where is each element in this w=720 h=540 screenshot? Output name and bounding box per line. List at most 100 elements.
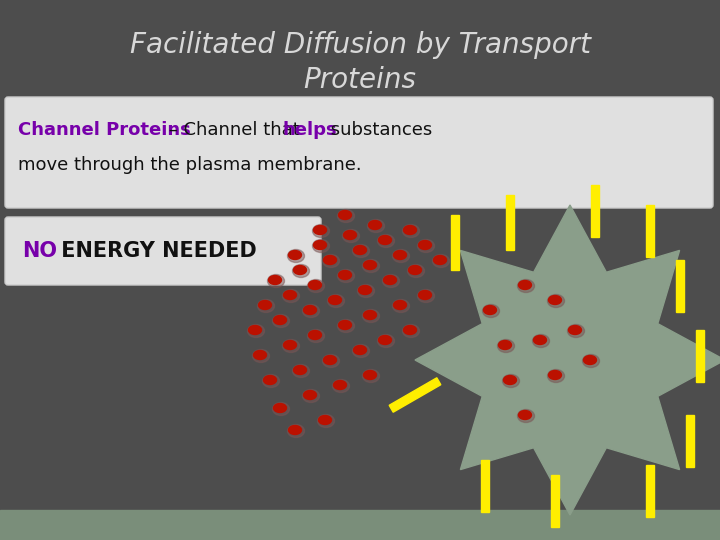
Ellipse shape	[248, 325, 264, 338]
Ellipse shape	[292, 364, 310, 377]
Bar	[0, 510, 720, 540]
Text: ENERGY NEEDED: ENERGY NEEDED	[54, 241, 257, 261]
Text: move through the plasma membrane.: move through the plasma membrane.	[18, 156, 361, 174]
Ellipse shape	[498, 340, 515, 353]
Ellipse shape	[433, 255, 446, 265]
Ellipse shape	[364, 370, 377, 380]
Ellipse shape	[323, 254, 340, 267]
Ellipse shape	[384, 275, 397, 285]
Ellipse shape	[359, 286, 372, 294]
Ellipse shape	[408, 266, 421, 274]
Ellipse shape	[338, 210, 354, 222]
Ellipse shape	[258, 300, 274, 313]
Ellipse shape	[323, 355, 336, 364]
Ellipse shape	[353, 345, 369, 357]
Ellipse shape	[318, 415, 335, 428]
Ellipse shape	[294, 266, 307, 274]
Ellipse shape	[292, 265, 310, 278]
Ellipse shape	[272, 314, 289, 327]
Ellipse shape	[534, 335, 546, 345]
Bar	[646, 465, 654, 517]
Ellipse shape	[379, 335, 392, 345]
Bar	[591, 185, 599, 237]
Ellipse shape	[377, 234, 395, 247]
Ellipse shape	[484, 306, 497, 314]
Ellipse shape	[304, 390, 317, 400]
Bar	[646, 205, 654, 257]
Ellipse shape	[264, 375, 276, 384]
Bar	[506, 195, 514, 250]
Ellipse shape	[268, 274, 284, 287]
Ellipse shape	[287, 249, 305, 262]
Ellipse shape	[402, 225, 420, 238]
Ellipse shape	[343, 230, 359, 242]
Ellipse shape	[533, 334, 549, 348]
Ellipse shape	[547, 369, 564, 382]
Ellipse shape	[302, 389, 320, 402]
Ellipse shape	[258, 300, 271, 309]
Ellipse shape	[377, 334, 395, 348]
Bar	[696, 330, 704, 382]
Ellipse shape	[364, 310, 377, 320]
Ellipse shape	[284, 291, 297, 300]
Ellipse shape	[362, 260, 379, 273]
Ellipse shape	[248, 326, 261, 334]
Ellipse shape	[282, 289, 300, 302]
Ellipse shape	[328, 295, 341, 305]
Ellipse shape	[369, 220, 382, 230]
Ellipse shape	[313, 240, 326, 249]
Ellipse shape	[394, 251, 407, 260]
Ellipse shape	[313, 226, 326, 234]
Ellipse shape	[549, 295, 562, 305]
Ellipse shape	[338, 269, 354, 282]
Bar	[481, 460, 489, 512]
Bar	[390, 378, 441, 412]
Bar	[451, 215, 459, 270]
Bar	[686, 415, 694, 467]
Ellipse shape	[294, 366, 307, 375]
Ellipse shape	[318, 415, 331, 424]
Ellipse shape	[567, 325, 585, 338]
Ellipse shape	[392, 249, 410, 262]
Ellipse shape	[518, 280, 531, 289]
Ellipse shape	[518, 409, 534, 422]
Ellipse shape	[263, 375, 279, 388]
Ellipse shape	[433, 254, 449, 267]
Ellipse shape	[274, 315, 287, 325]
Ellipse shape	[284, 341, 297, 349]
Ellipse shape	[323, 354, 340, 368]
Ellipse shape	[253, 349, 269, 362]
Ellipse shape	[354, 346, 366, 354]
Text: Channel Proteins: Channel Proteins	[18, 121, 191, 139]
Ellipse shape	[307, 329, 325, 342]
Ellipse shape	[498, 341, 511, 349]
Ellipse shape	[338, 211, 351, 219]
Ellipse shape	[418, 240, 434, 253]
Ellipse shape	[583, 355, 596, 364]
Ellipse shape	[482, 305, 500, 318]
Ellipse shape	[338, 271, 351, 280]
Text: helps: helps	[283, 121, 338, 139]
Ellipse shape	[308, 280, 322, 289]
Ellipse shape	[338, 320, 354, 333]
Ellipse shape	[382, 274, 400, 287]
Ellipse shape	[549, 370, 562, 380]
Ellipse shape	[274, 403, 287, 413]
Ellipse shape	[518, 410, 531, 420]
Text: Facilitated Diffusion by Transport: Facilitated Diffusion by Transport	[130, 31, 590, 59]
Ellipse shape	[333, 380, 349, 393]
Polygon shape	[415, 205, 720, 515]
Ellipse shape	[503, 375, 516, 384]
Ellipse shape	[302, 305, 320, 318]
Ellipse shape	[392, 300, 410, 313]
Bar	[551, 475, 559, 527]
Text: substances: substances	[325, 121, 432, 139]
FancyBboxPatch shape	[5, 97, 713, 208]
Ellipse shape	[408, 265, 425, 278]
Bar	[676, 260, 684, 312]
Ellipse shape	[269, 275, 282, 285]
Ellipse shape	[403, 226, 416, 234]
Ellipse shape	[304, 306, 317, 314]
Ellipse shape	[328, 294, 344, 307]
Text: NO: NO	[22, 241, 57, 261]
